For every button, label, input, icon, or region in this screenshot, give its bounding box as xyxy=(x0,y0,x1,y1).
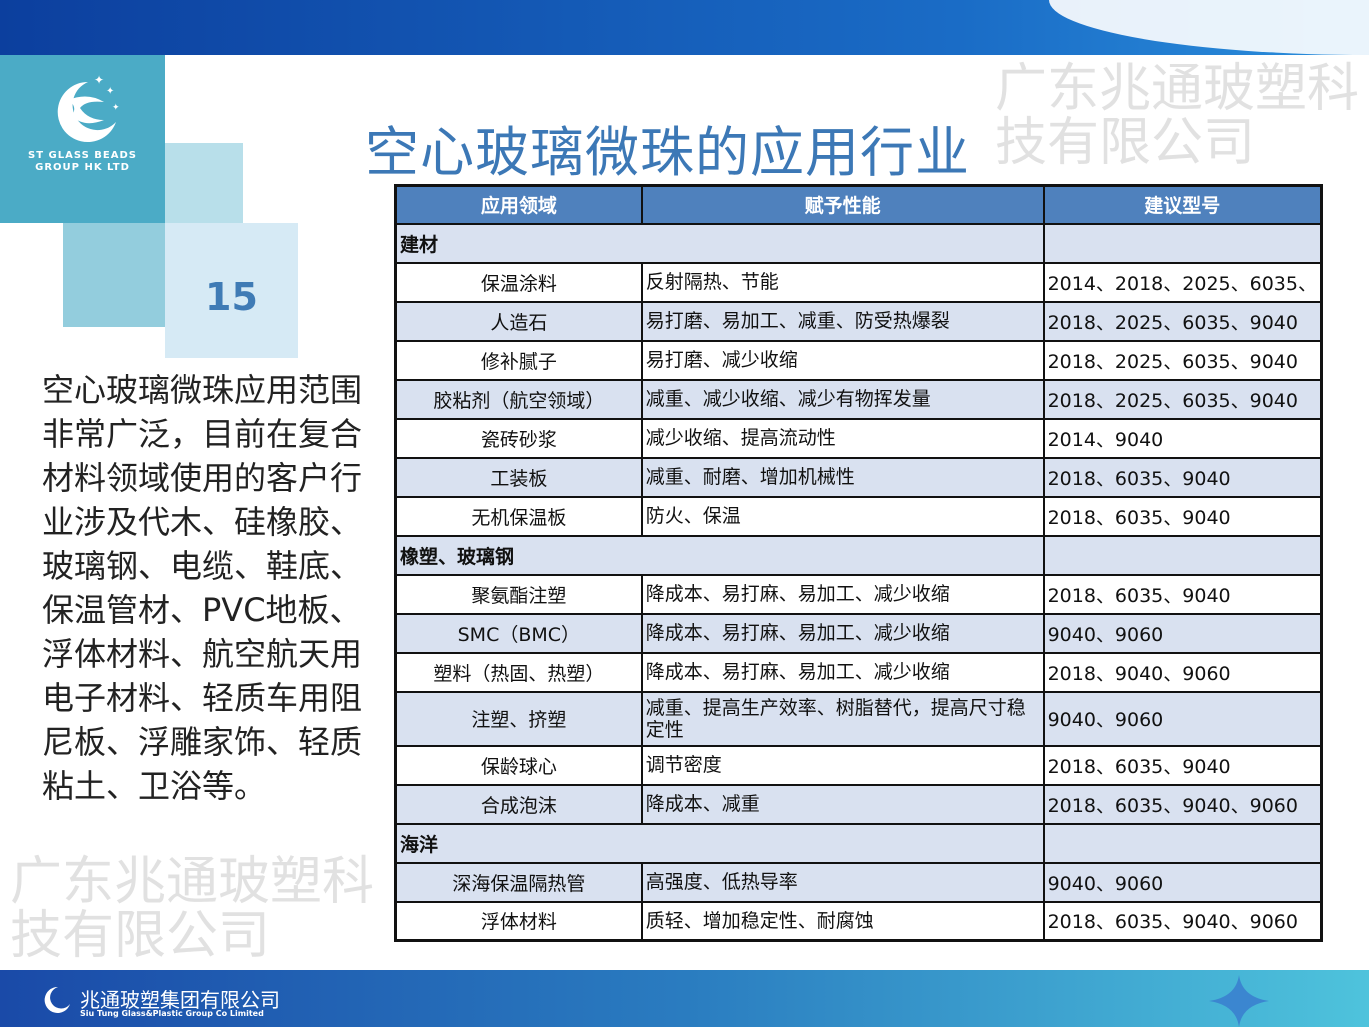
table-header: 应用领域 赋予性能 建议型号 xyxy=(394,184,1323,225)
performance-cell: 易打磨、易加工、减重、防受热爆裂 xyxy=(640,300,1045,342)
performance-cell: 高强度、低热导率 xyxy=(640,861,1045,903)
performance-cell: 减少收缩、提高流动性 xyxy=(640,417,1045,459)
header-field: 应用领域 xyxy=(394,184,643,225)
empty-cell xyxy=(1042,822,1323,864)
sparkle-icon xyxy=(1209,975,1269,1027)
table-row: 工装板 减重、耐磨、增加机械性 2018、6035、9040 xyxy=(394,456,1323,498)
table-row: 合成泡沫 降成本、减重 2018、6035、9040、9060 xyxy=(394,783,1323,825)
watermark: 广东兆通玻塑科技有限公司 xyxy=(10,852,375,966)
decor-square xyxy=(165,223,298,358)
svg-text:✦: ✦ xyxy=(112,103,120,113)
svg-text:✦: ✦ xyxy=(94,73,104,87)
application-table: 应用领域 赋予性能 建议型号 建材 保温涂料 反射隔热、节能 2014、2018、20… xyxy=(394,184,1323,942)
watermark: 广东兆通玻塑科技有限公司 xyxy=(995,59,1360,173)
field-cell: 修补腻子 xyxy=(394,339,643,381)
performance-cell: 减重、提高生产效率、树脂替代，提高尺寸稳定性 xyxy=(640,690,1045,747)
models-cell: 9040、9060 xyxy=(1042,612,1323,654)
models-cell: 2018、6035、9040 xyxy=(1042,573,1323,615)
table-row: 人造石 易打磨、易加工、减重、防受热爆裂 2018、2025、6035、9040 xyxy=(394,300,1323,342)
field-cell: 工装板 xyxy=(394,456,643,498)
logo-text: ST GLASS BEADS xyxy=(28,150,137,161)
header-models: 建议型号 xyxy=(1042,184,1323,225)
models-cell: 2018、6035、9040 xyxy=(1042,456,1323,498)
table-row: 注塑、挤塑 减重、提高生产效率、树脂替代，提高尺寸稳定性 9040、9060 xyxy=(394,690,1323,747)
models-cell: 2018、2025、6035、9040 xyxy=(1042,339,1323,381)
logo-text: GROUP HK LTD xyxy=(35,162,130,173)
performance-cell: 降成本、减重 xyxy=(640,783,1045,825)
category-row: 海洋 xyxy=(394,822,1323,864)
performance-cell: 反射隔热、节能 xyxy=(640,261,1045,303)
decor-square xyxy=(165,143,243,223)
performance-cell: 质轻、增加稳定性、耐腐蚀 xyxy=(640,900,1045,942)
category-label: 橡塑、玻璃钢 xyxy=(394,534,1045,576)
table-row: 深海保温隔热管 高强度、低热导率 9040、9060 xyxy=(394,861,1323,903)
models-cell: 2018、2025、6035、9040 xyxy=(1042,378,1323,420)
models-cell: 2018、6035、9040 xyxy=(1042,495,1323,537)
performance-cell: 降成本、易打麻、易加工、减少收缩 xyxy=(640,612,1045,654)
table-row: 保龄球心 调节密度 2018、6035、9040 xyxy=(394,744,1323,786)
table-row: 瓷砖砂浆 减少收缩、提高流动性 2014、9040 xyxy=(394,417,1323,459)
logo-moon-icon: ✦✦✦ xyxy=(57,73,120,142)
svg-text:✦: ✦ xyxy=(106,86,114,97)
table-row: 胶粘剂（航空领域） 减重、减少收缩、减少有物挥发量 2018、2025、6035、9… xyxy=(394,378,1323,420)
models-cell: 2014、2018、2025、6035、 xyxy=(1042,261,1323,303)
performance-cell: 减重、耐磨、增加机械性 xyxy=(640,456,1045,498)
field-cell: 人造石 xyxy=(394,300,643,342)
field-cell: 深海保温隔热管 xyxy=(394,861,643,903)
empty-cell xyxy=(1042,534,1323,576)
field-cell: SMC（BMC） xyxy=(394,612,643,654)
category-row: 橡塑、玻璃钢 xyxy=(394,534,1323,576)
category-label: 海洋 xyxy=(394,822,1045,864)
description-text: 空心玻璃微珠应用范围非常广泛，目前在复合材料领域使用的客户行业涉及代木、硅橡胶、… xyxy=(42,371,363,805)
field-cell: 塑料（热固、热塑） xyxy=(394,651,643,693)
page-title: 空心玻璃微珠的应用行业 xyxy=(365,121,970,184)
field-cell: 保温涂料 xyxy=(394,261,643,303)
models-cell: 9040、9060 xyxy=(1042,690,1323,747)
company-logo: ✦ ✦ ✦ ST GLASS BEADS GROUP HK LTD xyxy=(0,70,165,174)
category-row: 建材 xyxy=(394,222,1323,264)
field-cell: 保龄球心 xyxy=(394,744,643,786)
performance-cell: 防火、保温 xyxy=(640,495,1045,537)
footer-logo-icon xyxy=(44,986,70,1013)
table-row: SMC（BMC） 降成本、易打麻、易加工、减少收缩 9040、9060 xyxy=(394,612,1323,654)
category-label: 建材 xyxy=(394,222,1045,264)
field-cell: 浮体材料 xyxy=(394,900,643,942)
models-cell: 2018、6035、9040、9060 xyxy=(1042,900,1323,942)
field-cell: 胶粘剂（航空领域） xyxy=(394,378,643,420)
footer-banner: 兆通玻塑集团有限公司 Siu Tung Glass&Plastic Group … xyxy=(0,970,1369,1027)
performance-cell: 降成本、易打麻、易加工、减少收缩 xyxy=(640,651,1045,693)
table-row: 保温涂料 反射隔热、节能 2014、2018、2025、6035、 xyxy=(394,261,1323,303)
field-cell: 注塑、挤塑 xyxy=(394,690,643,747)
table-row: 修补腻子 易打磨、减少收缩 2018、2025、6035、9040 xyxy=(394,339,1323,381)
performance-cell: 调节密度 xyxy=(640,744,1045,786)
table-row: 聚氨酯注塑 降成本、易打麻、易加工、减少收缩 2018、6035、9040 xyxy=(394,573,1323,615)
models-cell: 2018、2025、6035、9040 xyxy=(1042,300,1323,342)
table-row: 塑料（热固、热塑） 降成本、易打麻、易加工、减少收缩 2018、9040、9060 xyxy=(394,651,1323,693)
field-cell: 瓷砖砂浆 xyxy=(394,417,643,459)
decor-square xyxy=(63,223,165,327)
table-row: 无机保温板 防火、保温 2018、6035、9040 xyxy=(394,495,1323,537)
models-cell: 2014、9040 xyxy=(1042,417,1323,459)
top-banner xyxy=(0,0,1369,55)
footer-company-cn: 兆通玻塑集团有限公司 xyxy=(80,988,280,1012)
field-cell: 聚氨酯注塑 xyxy=(394,573,643,615)
footer-company-en: Siu Tung Glass&Plastic Group Co Limited xyxy=(80,1009,264,1018)
performance-cell: 减重、减少收缩、减少有物挥发量 xyxy=(640,378,1045,420)
models-cell: 2018、6035、9040 xyxy=(1042,744,1323,786)
empty-cell xyxy=(1042,222,1323,264)
table-row: 浮体材料 质轻、增加稳定性、耐腐蚀 2018、6035、9040、9060 xyxy=(394,900,1323,942)
performance-cell: 易打磨、减少收缩 xyxy=(640,339,1045,381)
models-cell: 2018、6035、9040、9060 xyxy=(1042,783,1323,825)
field-cell: 无机保温板 xyxy=(394,495,643,537)
page-number: 15 xyxy=(205,275,258,319)
models-cell: 9040、9060 xyxy=(1042,861,1323,903)
header-performance: 赋予性能 xyxy=(640,184,1045,225)
models-cell: 2018、9040、9060 xyxy=(1042,651,1323,693)
field-cell: 合成泡沫 xyxy=(394,783,643,825)
performance-cell: 降成本、易打麻、易加工、减少收缩 xyxy=(640,573,1045,615)
